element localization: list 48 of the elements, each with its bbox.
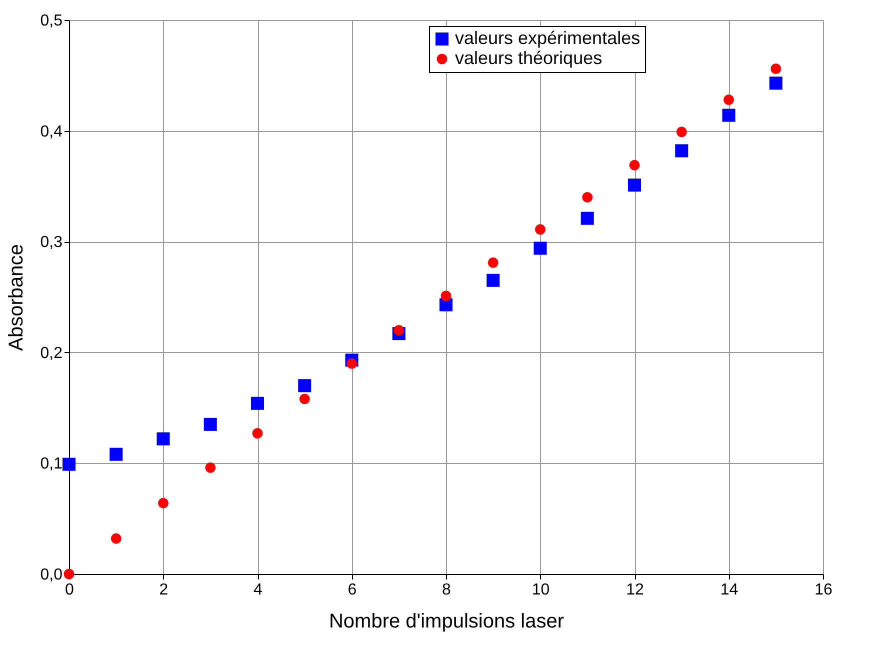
y-tick-label: 0,0: [40, 566, 63, 584]
x-tick-label: 0: [65, 582, 74, 598]
point: [676, 126, 687, 138]
point: [770, 64, 782, 74]
point: [250, 396, 264, 410]
y-tick-label: 0,2: [40, 344, 63, 362]
point: [629, 160, 640, 170]
x-axis-title: Nombre d'impulsions laser: [328, 610, 564, 632]
point: [535, 224, 546, 235]
point: [675, 144, 688, 158]
x-tick-label: 12: [626, 582, 644, 598]
y-tick-label: 0,5: [40, 12, 63, 30]
point: [628, 178, 642, 192]
point: [205, 462, 216, 473]
legend-label: valeurs expérimentales: [455, 28, 640, 48]
point: [582, 192, 593, 203]
x-tick-label: 8: [442, 582, 452, 598]
x-tick-label: 14: [720, 582, 738, 598]
point: [64, 568, 74, 580]
point: [298, 379, 312, 392]
point: [580, 212, 594, 225]
point: [62, 458, 76, 471]
point: [299, 394, 310, 404]
x-tick-label: 2: [159, 582, 168, 598]
point: [394, 325, 404, 336]
point: [440, 290, 452, 302]
point: [769, 76, 782, 90]
y-tick-label: 0,3: [40, 234, 63, 252]
x-tick-label: 6: [348, 582, 357, 598]
point: [252, 428, 263, 439]
point: [110, 448, 123, 461]
point: [110, 533, 122, 544]
point: [534, 242, 547, 255]
point: [204, 418, 217, 431]
x-tick-label: 4: [254, 582, 263, 598]
point: [722, 108, 736, 122]
point: [158, 498, 168, 508]
y-tick-label: 0,1: [40, 456, 63, 473]
point: [346, 358, 357, 369]
y-tick-label: 0,4: [40, 123, 63, 140]
point: [488, 257, 498, 268]
x-tick-label: 16: [814, 582, 832, 598]
point: [724, 94, 734, 106]
point: [486, 274, 500, 287]
x-tick-label: 10: [532, 582, 550, 598]
legend-label: valeurs théoriques: [455, 48, 602, 68]
point: [156, 432, 170, 446]
y-axis-title: Absorbance: [5, 244, 28, 351]
